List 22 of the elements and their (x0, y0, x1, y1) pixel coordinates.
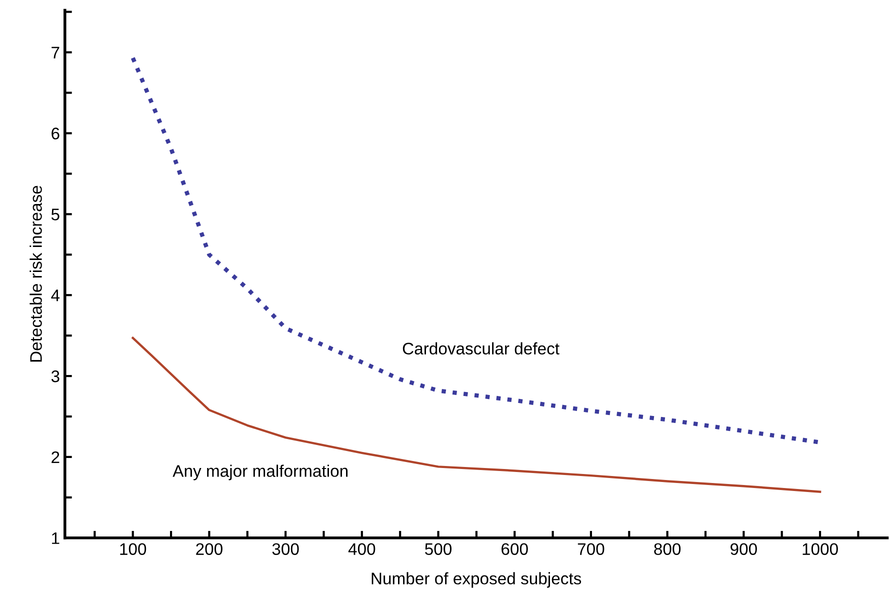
x-tick-label: 200 (196, 543, 222, 555)
y-tick-label: 5 (51, 208, 60, 220)
x-tick-label: 800 (654, 543, 681, 555)
y-tick-label: 2 (52, 451, 60, 463)
series-label: Any major malformation (172, 464, 348, 480)
y-tick-label: 7 (52, 46, 60, 58)
x-tick-label: 300 (272, 543, 299, 555)
x-tick-label: 100 (120, 543, 146, 555)
x-tick-label: 400 (348, 543, 376, 555)
line-series (132, 336, 822, 493)
x-tick-label: 600 (502, 543, 528, 555)
x-tick-label: 700 (578, 543, 604, 555)
x-tick-label: 900 (730, 543, 757, 555)
y-tick-label: 4 (51, 290, 60, 302)
y-tick-label: 6 (52, 128, 60, 140)
y-tick-label: 3 (51, 370, 60, 382)
series-label: Cardovascular defect (402, 342, 560, 355)
x-tick-label: 500 (425, 543, 452, 555)
y-tick-label: 1 (52, 532, 60, 544)
x-axis-title: Number of exposed subjects (372, 572, 582, 588)
x-tick-label: 1000 (802, 543, 838, 555)
y-axis-title: Detectable risk increase (30, 186, 42, 362)
